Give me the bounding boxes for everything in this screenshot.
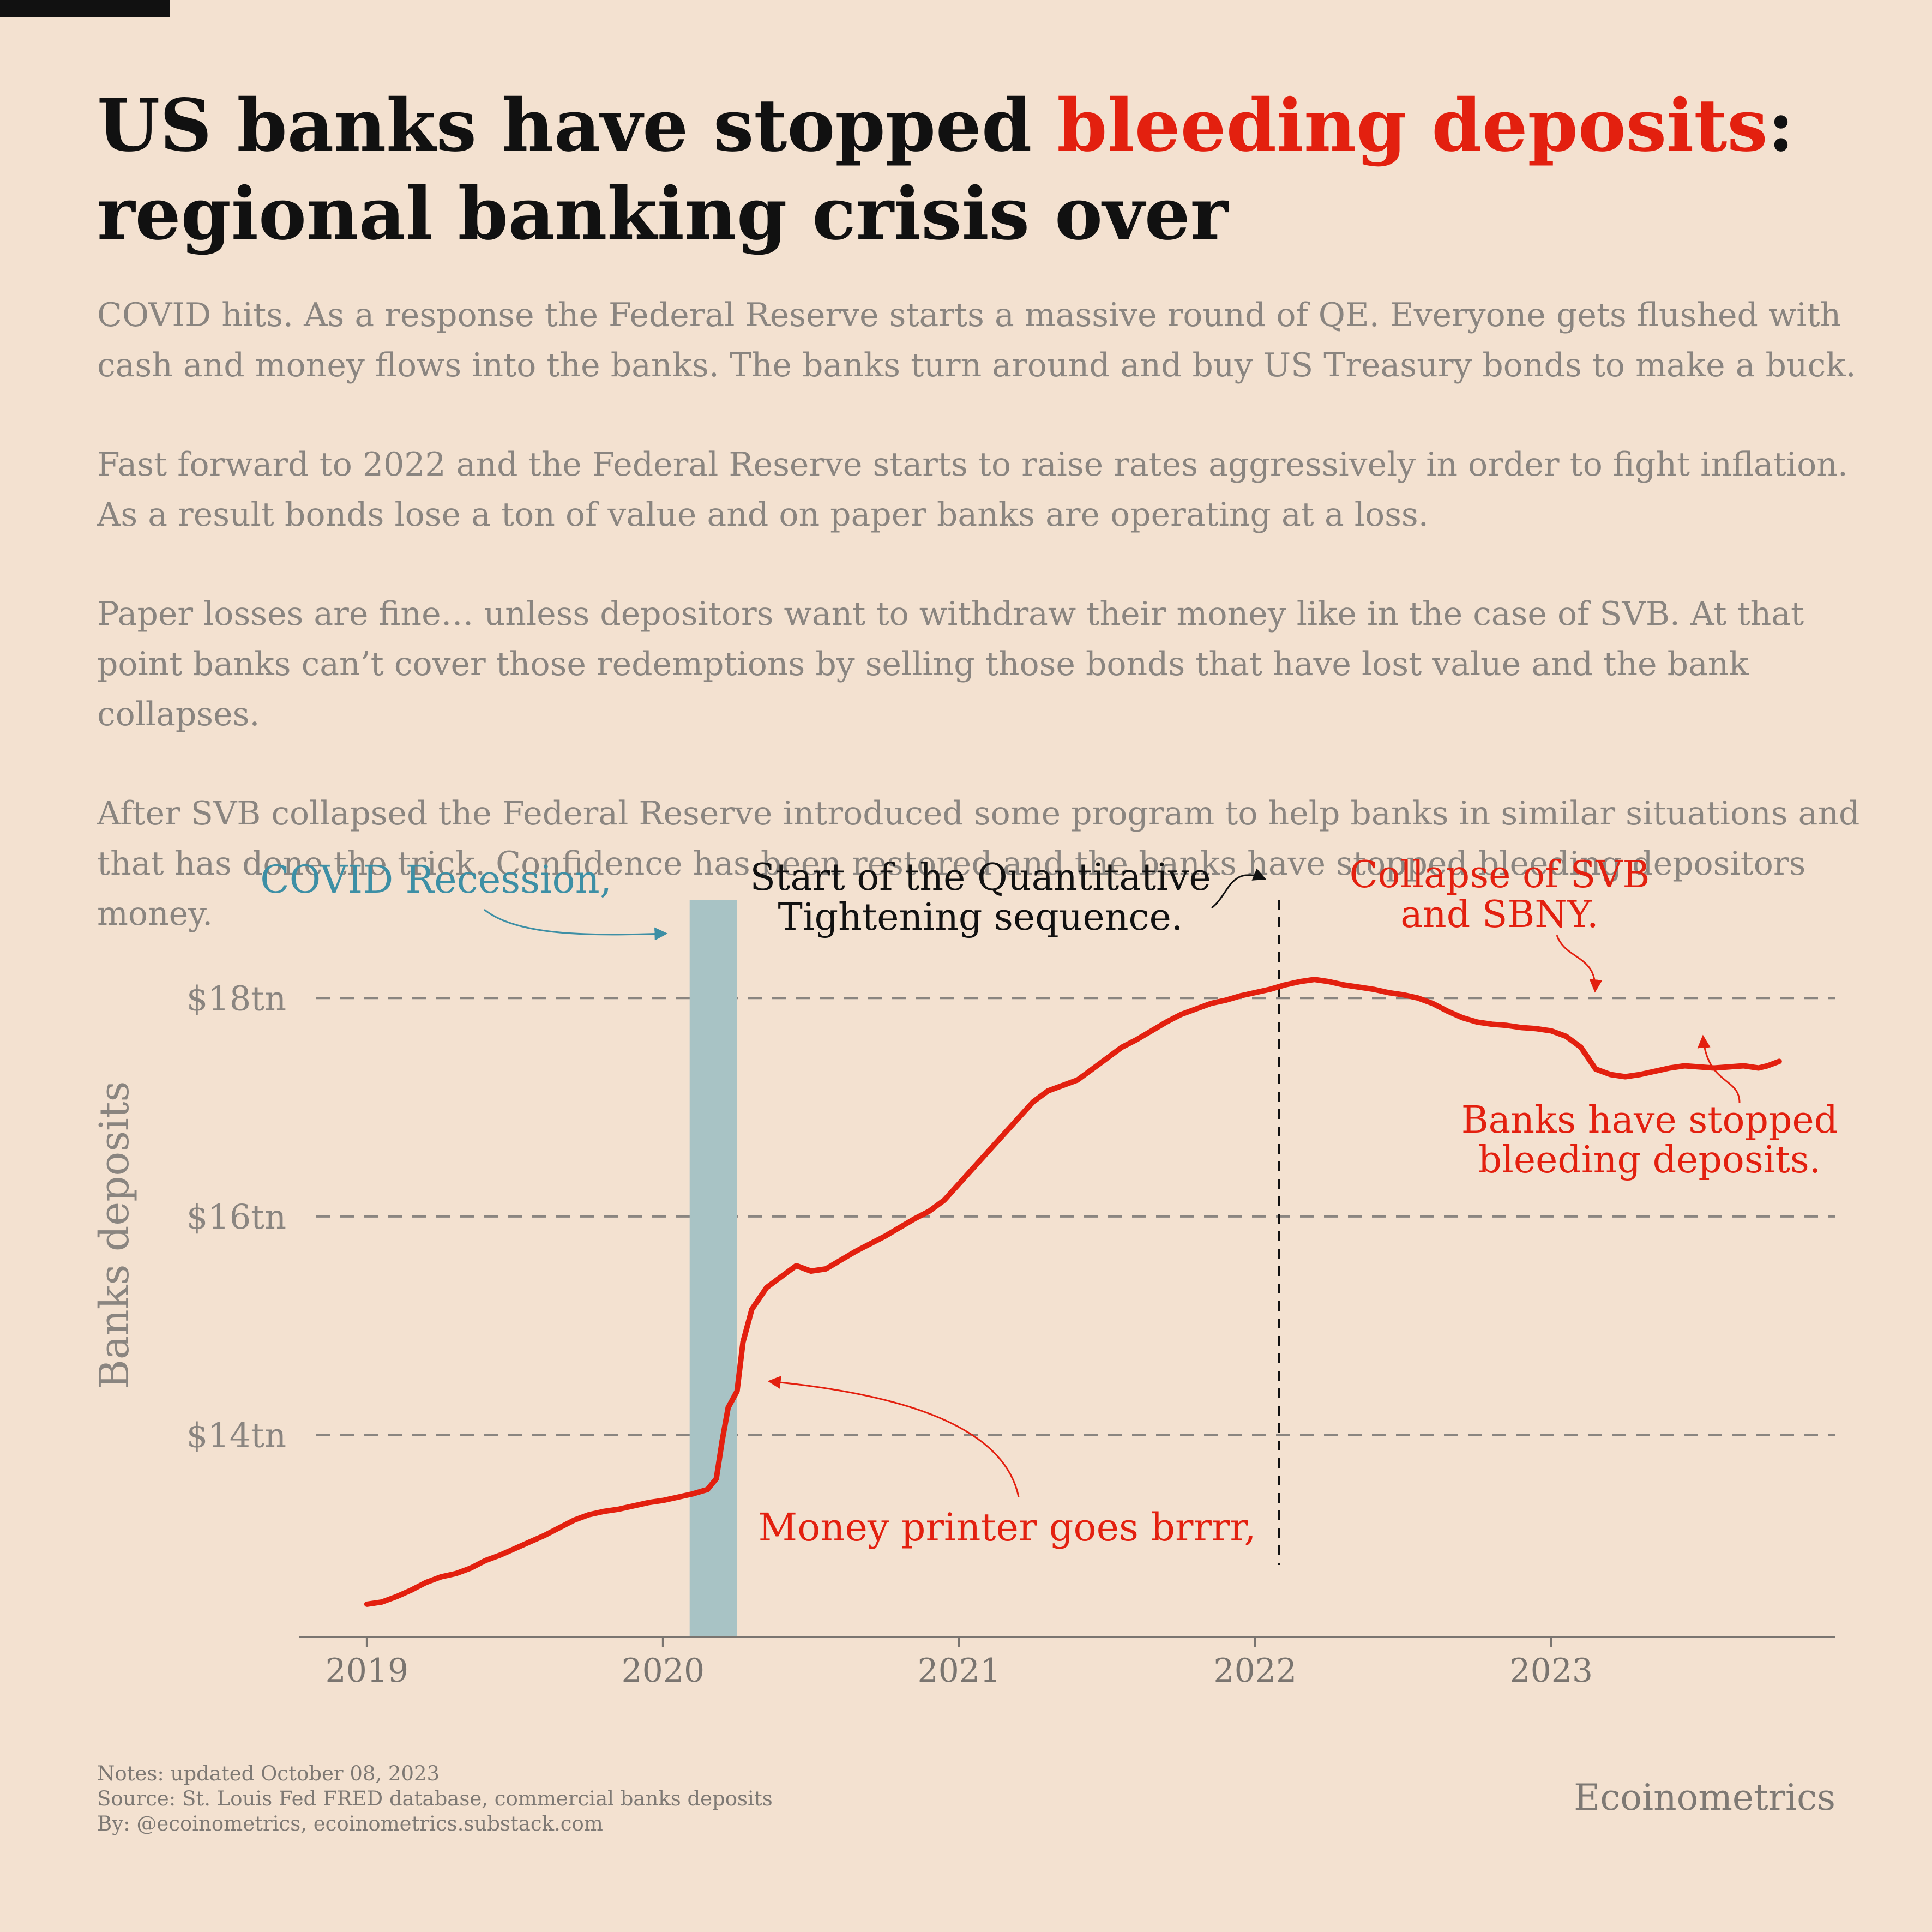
corner-accent-bar	[0, 0, 170, 17]
brand-name: Ecoinometrics	[1574, 1777, 1835, 1819]
title-part2: :	[1767, 83, 1795, 168]
intro-text: COVID hits. As a response the Federal Re…	[97, 290, 1875, 988]
stopped-arrow	[1697, 1034, 1741, 1103]
x-tick-label: 2019	[326, 1652, 409, 1690]
recession-arrow	[484, 908, 668, 941]
footer-notes: Notes: updated October 08, 2023 Source: …	[97, 1761, 773, 1837]
x-tick-label: 2021	[917, 1652, 1001, 1690]
title-part1: US banks have stopped	[97, 83, 1057, 168]
page-title: US banks have stopped bleeding deposits:…	[97, 82, 1869, 258]
x-axis-ticks: 2019 2020 2021 2022 2023	[326, 1637, 1593, 1690]
recession-label: COVID Recession,	[260, 857, 612, 902]
y-tick-label: $16tn	[186, 1197, 286, 1237]
gridlines	[316, 997, 1835, 1436]
y-tick-label: $14tn	[186, 1415, 286, 1455]
svb-annotation-line1: Collapse of SVB	[1350, 853, 1650, 896]
y-tick-label: $18tn	[186, 978, 286, 1018]
svb-arrow	[1556, 935, 1603, 993]
paragraph-4: After SVB collapsed the Federal Reserve …	[97, 795, 1860, 933]
qt-annotation-line2: Tightening sequence.	[778, 896, 1183, 939]
paragraph-3: Paper losses are fine… unless depositors…	[97, 595, 1804, 733]
paragraph-1: COVID hits. As a response the Federal Re…	[97, 296, 1856, 384]
x-tick-label: 2020	[621, 1652, 705, 1690]
notes-line: Notes: updated October 08, 2023	[97, 1762, 440, 1785]
qt-arrow	[1211, 868, 1267, 909]
x-tick-label: 2023	[1509, 1652, 1593, 1690]
covid-recession-band	[689, 900, 737, 1637]
svb-annotation-line2: and SBNY.	[1400, 893, 1598, 936]
qt-annotation-line1: Start of the Quantitative	[750, 856, 1211, 899]
paragraph-2: Fast forward to 2022 and the Federal Res…	[97, 446, 1848, 534]
stopped-annotation-line2: bleeding deposits.	[1478, 1139, 1821, 1182]
printer-arrow	[767, 1376, 1020, 1497]
deposits-line	[364, 977, 1782, 1607]
source-line: Source: St. Louis Fed FRED database, com…	[97, 1787, 773, 1810]
printer-annotation: Money printer goes brrrr,	[759, 1505, 1256, 1550]
title-highlight: bleeding deposits	[1057, 83, 1768, 168]
y-axis-ticks: $14tn $16tn $18tn	[186, 978, 286, 1455]
stopped-annotation-line1: Banks have stopped	[1461, 1099, 1838, 1142]
y-axis-label: Banks deposits	[91, 1081, 138, 1389]
byline: By: @ecoinometrics, ecoinometrics.substa…	[97, 1812, 603, 1835]
x-tick-label: 2022	[1213, 1652, 1297, 1690]
title-line2: regional banking crisis over	[97, 172, 1229, 256]
